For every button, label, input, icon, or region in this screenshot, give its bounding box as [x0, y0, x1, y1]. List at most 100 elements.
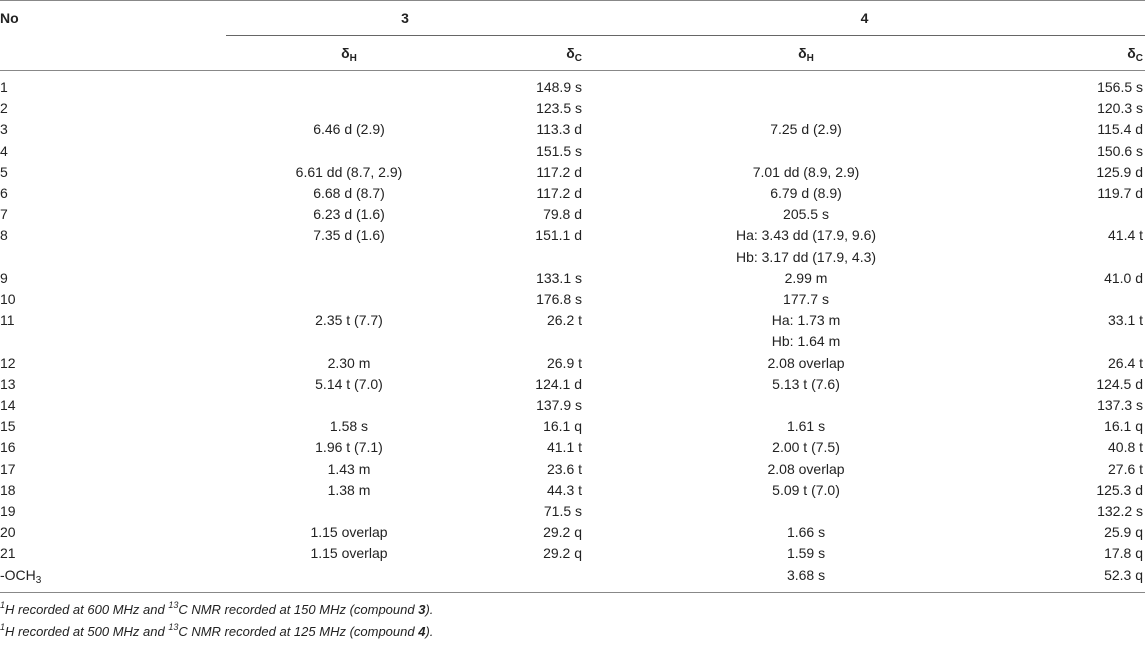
row-number-cell: 3: [0, 121, 8, 138]
delta-h-3-cell: [226, 289, 472, 310]
table-row: 9 133.1 s 2.99 m 41.0 d: [0, 268, 1145, 289]
delta-c-3-cell: [472, 331, 584, 352]
row-number-cell: 4: [0, 142, 8, 159]
table-row: 2 123.5 s 120.3 s: [0, 98, 1145, 119]
delta-c-header-3: δC: [472, 35, 585, 71]
delta-c-3-cell: 176.8 s: [536, 291, 583, 308]
delta-c-4-cell: 119.7 d: [1097, 185, 1144, 202]
delta-c-header-4: δC: [1028, 35, 1145, 71]
delta-c-4-cell: 40.8 t: [1108, 439, 1144, 456]
delta-c-3-cell: 29.2 q: [543, 545, 583, 562]
delta-h-4-cell: 3.68 s: [584, 564, 1029, 593]
delta-h-4-cell: [584, 98, 1028, 119]
delta-h-4-cell: 1.59 s: [786, 545, 826, 562]
delta-c-4-cell: 150.6 s: [1097, 142, 1144, 159]
delta-c-4-cell: 33.1 t: [1108, 312, 1144, 329]
delta-h-3-cell: 6.61 dd (8.7, 2.9): [295, 163, 403, 180]
delta-h-4-cell: Ha: 3.43 dd (17.9, 9.6): [735, 227, 877, 244]
delta-h-4-cell: Hb: 1.64 m: [771, 333, 841, 350]
nmr-table: No 3 4 δH δC δH δC 1 148.9 s 156.5 s 2 123.5…: [0, 0, 1145, 593]
delta-h-3-cell: 1.43 m: [327, 460, 371, 477]
delta-c-4-cell: 120.3 s: [1097, 100, 1144, 117]
row-number-cell: 15: [0, 418, 16, 435]
delta-h-3-cell: 5.14 t (7.0): [315, 375, 383, 392]
delta-c-4-cell: [1028, 204, 1145, 225]
delta-h-3-cell: [226, 71, 472, 99]
row-number-cell: -OCH3: [0, 564, 226, 593]
row-number-cell: 19: [0, 503, 16, 520]
delta-c-4-cell: 52.3 q: [1028, 564, 1145, 593]
delta-h-header-3: δH: [226, 35, 472, 71]
table-row: 15 1.58 s 16.1 q 1.61 s 16.1 q: [0, 416, 1145, 437]
table-row: 12 2.30 m 26.9 t 2.08 overlap 26.4 t: [0, 353, 1145, 374]
row-number-cell: 14: [0, 397, 16, 414]
delta-c-4-cell: 17.8 q: [1104, 545, 1144, 562]
delta-c-3-cell: 148.9 s: [536, 79, 583, 95]
row-number-cell: [0, 247, 226, 268]
delta-h-3-cell: [226, 501, 472, 522]
delta-h-3-cell: 1.15 overlap: [310, 545, 388, 562]
footnotes: 1H recorded at 600 MHz and 13C NMR recor…: [0, 593, 1145, 643]
delta-c-3-cell: 117.2 d: [536, 185, 583, 202]
table-row: 14 137.9 s 137.3 s: [0, 395, 1145, 416]
row-number-cell: 1: [0, 79, 8, 95]
delta-h-3-cell: [226, 141, 472, 162]
table-row: -OCH3 3.68 s 52.3 q: [0, 564, 1145, 593]
delta-c-4-cell: 132.2 s: [1097, 503, 1144, 520]
delta-c-3-cell: 124.1 d: [535, 375, 583, 392]
delta-c-3-cell: 133.1 s: [536, 269, 583, 286]
delta-c-3-cell: 16.1 q: [543, 418, 583, 435]
delta-c-3-cell: 137.9 s: [536, 397, 583, 414]
row-number-cell: 20: [0, 524, 16, 541]
table-body: 1 148.9 s 156.5 s 2 123.5 s 120.3 s 3 6.46 d (2…: [0, 71, 1145, 593]
delta-c-4-cell: [1028, 331, 1145, 352]
table-row: 16 1.96 t (7.1) 41.1 t 2.00 t (7.5) 40.8 t: [0, 437, 1145, 458]
delta-c-4-cell: 25.9 q: [1104, 524, 1144, 541]
table-row: Hb: 3.17 dd (17.9, 4.3): [0, 247, 1145, 268]
delta-h-3-cell: 2.30 m: [327, 354, 371, 371]
row-number-cell: 11: [0, 312, 15, 329]
delta-h-4-cell: [584, 141, 1028, 162]
delta-h-header-4: δH: [584, 35, 1029, 71]
compound-header-row: No 3 4: [0, 0, 1145, 36]
delta-h-4-cell: 177.7 s: [783, 291, 829, 308]
table-row: Hb: 1.64 m: [0, 331, 1145, 352]
row-number-cell: 16: [0, 439, 16, 456]
delta-c-4-cell: [1028, 247, 1145, 268]
table-row: 18 1.38 m 44.3 t 5.09 t (7.0) 125.3 d: [0, 480, 1145, 501]
delta-h-3-cell: [226, 247, 472, 268]
table-row: 1 148.9 s 156.5 s: [0, 71, 1145, 99]
table-row: 20 1.15 overlap 29.2 q 1.66 s 25.9 q: [0, 522, 1145, 543]
compound-4-header: 4: [584, 0, 1145, 36]
delta-h-4-cell: Hb: 3.17 dd (17.9, 4.3): [735, 248, 877, 265]
no-header: No: [0, 0, 226, 36]
delta-h-3-cell: [226, 564, 472, 593]
footnote-1: 1H recorded at 600 MHz and 13C NMR recor…: [0, 599, 434, 617]
delta-c-3-cell: 29.2 q: [543, 524, 583, 541]
row-number-cell: 7: [0, 206, 8, 223]
footnote-2: 1H recorded at 500 MHz and 13C NMR recor…: [0, 621, 434, 639]
delta-c-4-cell: 26.4 t: [1108, 354, 1144, 371]
delta-c-3-cell: 71.5 s: [543, 503, 583, 520]
delta-c-4-cell: [1028, 289, 1145, 310]
delta-c-4-cell: 16.1 q: [1104, 418, 1144, 435]
row-number-cell: [0, 331, 226, 352]
row-number-cell: 2: [0, 100, 8, 117]
delta-h-3-cell: 1.38 m: [327, 481, 371, 498]
delta-c-4-cell: 27.6 t: [1108, 460, 1144, 477]
delta-h-3-cell: [226, 331, 472, 352]
delta-c-4-cell: 156.5 s: [1097, 79, 1144, 95]
delta-c-3-cell: [472, 247, 584, 268]
delta-c-3-cell: 113.3 d: [536, 121, 583, 138]
row-number-cell: 18: [0, 481, 16, 498]
row-number-cell: 8: [0, 227, 8, 244]
no-header-blank: [0, 35, 226, 71]
delta-c-4-cell: 41.0 d: [1104, 269, 1144, 286]
delta-c-3-cell: 44.3 t: [546, 481, 583, 498]
delta-h-4-cell: [584, 501, 1028, 522]
table-row: 10 176.8 s 177.7 s: [0, 289, 1145, 310]
delta-c-3-cell: 26.9 t: [546, 354, 583, 371]
delta-h-3-cell: [226, 395, 472, 416]
delta-h-4-cell: Ha: 1.73 m: [771, 312, 841, 329]
table-row: 6 6.68 d (8.7) 117.2 d 6.79 d (8.9) 119.7 d: [0, 183, 1145, 204]
